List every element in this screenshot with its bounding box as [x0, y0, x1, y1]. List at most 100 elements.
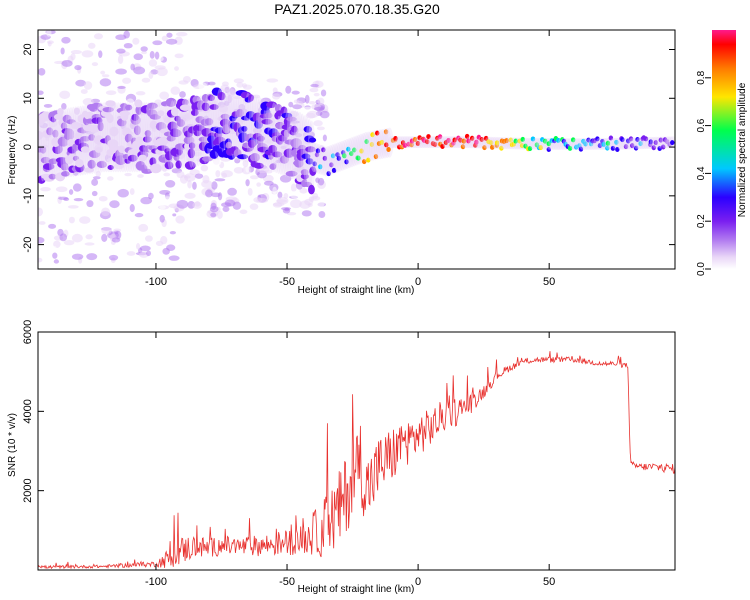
heatmap-cell: [527, 146, 533, 152]
heatmap-cell: [207, 95, 215, 101]
heatmap-cell: [124, 133, 133, 143]
heatmap-cell: [105, 100, 116, 107]
heatmap-cell: [530, 136, 536, 142]
heatmap-cell: [310, 83, 319, 88]
heatmap-cell: [218, 104, 228, 113]
heatmap-cell: [216, 210, 223, 219]
heatmap-cell: [187, 210, 195, 217]
colorbar-tick-label: 0.6: [696, 118, 707, 132]
heatmap-cell: [88, 42, 96, 49]
y-tick-label: 2000: [22, 478, 34, 502]
heatmap-cell: [123, 30, 130, 39]
heatmap-cell: [71, 233, 83, 243]
heatmap-cell: [45, 56, 54, 63]
heatmap-cell: [67, 205, 79, 209]
heatmap-cell: [53, 113, 63, 120]
heatmap-cell: [222, 124, 231, 134]
colorbar-label: Normalized spectral amplitude: [737, 82, 748, 217]
heatmap-cell: [289, 190, 300, 199]
heatmap-cell: [233, 166, 244, 174]
y-tick-label: 6000: [22, 320, 34, 344]
heatmap-cell: [183, 175, 191, 179]
heatmap-cell: [315, 148, 321, 154]
heatmap-cell: [38, 221, 46, 225]
heatmap-cell: [176, 119, 186, 127]
heatmap-cell: [70, 49, 82, 55]
heatmap-cell: [60, 122, 68, 130]
heatmap-cell: [393, 136, 398, 142]
heatmap-cell: [92, 220, 101, 226]
spectrogram-y-label: Frequency (Hz): [7, 116, 18, 185]
heatmap-cell: [305, 146, 316, 153]
heatmap-cell: [51, 245, 57, 252]
heatmap-cell: [40, 111, 52, 122]
heatmap-cell: [94, 146, 103, 153]
heatmap-cell: [306, 110, 319, 119]
heatmap-cell: [608, 135, 614, 141]
heatmap-cell: [101, 233, 108, 242]
heatmap-cell: [620, 137, 625, 143]
heatmap-cell: [183, 136, 195, 145]
heatmap-cell: [187, 148, 196, 159]
heatmap-cell: [159, 91, 170, 100]
heatmap-cell: [190, 109, 199, 116]
heatmap-cell: [272, 186, 277, 195]
heatmap-cell: [371, 130, 380, 161]
colorbar-gradient: [712, 30, 736, 269]
snr-y-axis: 2000 4000 6000: [22, 320, 675, 503]
heatmap-cell: [233, 78, 244, 84]
heatmap-cell: [70, 121, 82, 129]
heatmap-cell: [168, 255, 180, 261]
heatmap-cell: [291, 90, 300, 95]
heatmap-cell: [275, 159, 281, 164]
heatmap-cell: [141, 77, 151, 83]
heatmap-cell: [117, 85, 126, 89]
heatmap-cell: [290, 183, 297, 192]
heatmap-cell: [234, 158, 241, 164]
x-tick-label: 50: [543, 276, 555, 288]
heatmap-cell: [60, 47, 65, 55]
heatmap-cell: [140, 46, 148, 52]
heatmap-cell: [279, 174, 292, 183]
heatmap-cell: [469, 135, 475, 141]
heatmap-cell: [239, 120, 244, 125]
heatmap-cell: [285, 170, 298, 177]
heatmap-cell: [295, 100, 303, 106]
heatmap-cell: [86, 200, 94, 208]
heatmap-cell: [482, 145, 487, 151]
heatmap-cell: [336, 155, 342, 161]
heatmap-cell: [300, 173, 309, 180]
heatmap-cell: [260, 79, 268, 85]
heatmap-cell: [670, 140, 675, 146]
heatmap-cell: [226, 88, 236, 98]
heatmap-cell: [175, 32, 188, 37]
heatmap-cell: [316, 126, 325, 131]
heatmap-cell: [170, 107, 179, 117]
heatmap-cell: [425, 139, 430, 145]
x-tick-label: 0: [415, 276, 421, 288]
heatmap-cell: [101, 227, 113, 235]
heatmap-cell: [290, 138, 303, 149]
heatmap-cell: [247, 187, 253, 196]
heatmap-cell: [146, 102, 158, 109]
heatmap-cell: [283, 192, 289, 199]
heatmap-cell: [307, 203, 313, 207]
heatmap-cell: [79, 136, 91, 142]
heatmap-cell: [194, 173, 204, 179]
heatmap-cell: [628, 136, 634, 142]
heatmap-cell: [319, 110, 330, 119]
heatmap-cell: [328, 144, 337, 175]
heatmap-cell: [38, 257, 43, 263]
heatmap-cell: [159, 214, 165, 223]
spectrogram-frame: [37, 29, 676, 270]
y-tick-label: 10: [22, 92, 34, 104]
heatmap-cell: [250, 175, 259, 180]
heatmap-cell: [135, 105, 142, 115]
heatmap-cell: [220, 113, 230, 120]
heatmap-cell: [499, 145, 504, 151]
heatmap-cell: [331, 143, 340, 174]
heatmap-cell: [308, 137, 317, 143]
heatmap-cell: [135, 136, 144, 146]
heatmap-cell: [38, 140, 43, 144]
heatmap-cell: [179, 104, 191, 111]
